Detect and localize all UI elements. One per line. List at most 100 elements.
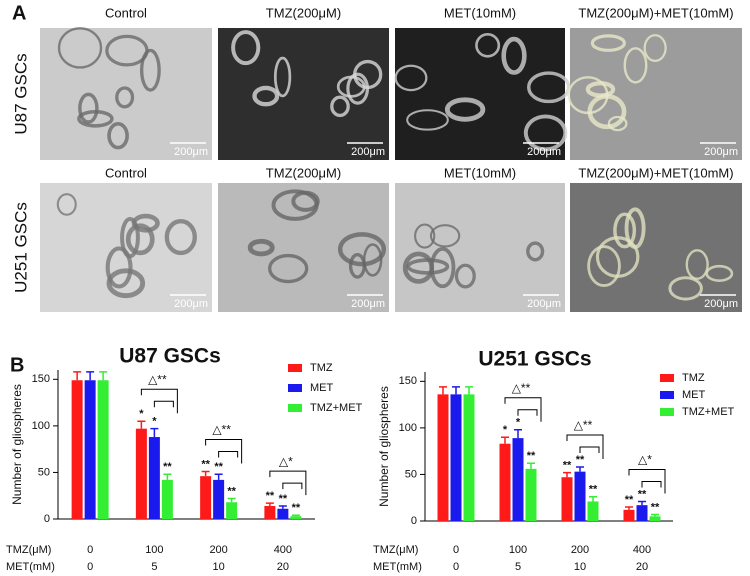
error-bar: [99, 371, 108, 381]
scale-label: 200μm: [174, 298, 208, 310]
cell-cluster: [406, 109, 449, 131]
scale-label: 200μm: [704, 298, 738, 310]
x-tick-label: 400: [274, 544, 292, 556]
cell-cluster: [643, 34, 667, 62]
legend-swatch: [660, 391, 674, 399]
cell-cluster: [362, 243, 383, 277]
cell-cluster: [587, 245, 621, 287]
bar: [561, 477, 573, 521]
error-bar: [501, 436, 509, 444]
cell-cluster: [623, 47, 648, 84]
significance: **: [201, 458, 210, 470]
bar: [450, 394, 462, 521]
legend-swatch: [288, 364, 302, 372]
bar: [135, 428, 147, 519]
y-tick-label: 50: [405, 468, 417, 480]
cell-cluster: [523, 114, 568, 152]
error-bar: [291, 514, 300, 517]
significance: **: [638, 488, 647, 500]
x-tick-label: 0: [87, 544, 93, 556]
comparison-label: △**: [212, 423, 231, 437]
legend-swatch: [660, 408, 674, 416]
error-bar: [73, 371, 82, 381]
comparison-label: △**: [512, 381, 531, 395]
cell-cluster: [705, 264, 734, 282]
legend-label: MET: [682, 389, 706, 401]
significance: **: [651, 501, 660, 513]
cell-cluster: [78, 92, 99, 124]
cell-cluster: [527, 71, 571, 104]
significance: *: [152, 416, 157, 428]
micrograph: [570, 183, 742, 312]
significance: *: [139, 408, 144, 420]
bar: [512, 438, 524, 521]
y-axis-label: Number of gliospheres: [10, 384, 24, 505]
bar: [71, 380, 83, 519]
cell-cluster: [247, 238, 275, 257]
bar: [525, 468, 537, 521]
column-title: TMZ(200μM)+MET(10mM): [578, 165, 733, 180]
x-row-label: TMZ(μM): [373, 544, 418, 556]
chart-title: U251 GSCs: [478, 348, 591, 371]
y-tick-label: 100: [32, 420, 50, 432]
bar: [161, 479, 173, 519]
cell-cluster: [252, 85, 280, 107]
micrograph: [218, 183, 389, 312]
error-bar: [527, 462, 535, 469]
bar: [84, 380, 96, 519]
bar: [499, 443, 511, 521]
bar: [264, 505, 276, 519]
error-bar: [651, 513, 659, 517]
x-tick-label: 20: [636, 561, 648, 573]
comparison-label: △**: [148, 372, 167, 386]
x-tick-label: 100: [509, 544, 527, 556]
cell-cluster: [685, 249, 709, 280]
cell-cluster: [353, 59, 383, 90]
scale-label: 200μm: [351, 146, 385, 158]
bar: [574, 471, 586, 521]
significance: **: [279, 493, 288, 505]
x-tick-label: 0: [453, 561, 459, 573]
bar: [587, 501, 599, 521]
bracket: [282, 482, 303, 490]
cell-cluster: [120, 217, 140, 259]
bar: [636, 505, 648, 521]
cell-cluster: [231, 30, 261, 66]
micrograph: [218, 28, 389, 160]
error-bar: [163, 473, 172, 480]
cell-cluster: [140, 48, 161, 92]
cell-cluster: [56, 193, 77, 216]
significance: *: [516, 417, 521, 429]
significance: **: [163, 461, 172, 473]
y-tick-label: 0: [411, 515, 417, 527]
cell-cluster: [105, 246, 133, 289]
error-bar: [638, 500, 646, 506]
error-bar: [439, 386, 447, 395]
column-title: Control: [105, 5, 147, 20]
significance: **: [625, 494, 634, 506]
cell-cluster: [273, 56, 292, 98]
x-row-label: TMZ(μM): [6, 544, 51, 556]
significance: **: [227, 485, 236, 497]
cell-cluster: [414, 223, 436, 249]
error-bar: [278, 505, 287, 509]
bar: [290, 516, 302, 519]
y-tick-label: 50: [38, 466, 50, 478]
cell-cluster: [444, 97, 486, 122]
cell-cluster: [291, 190, 320, 212]
error-bar: [86, 371, 95, 381]
y-tick-label: 150: [399, 375, 417, 387]
y-tick-label: 0: [44, 513, 50, 525]
cell-cluster: [590, 34, 626, 52]
x-tick-label: 20: [277, 561, 289, 573]
bracket: [269, 470, 307, 496]
bar: [437, 394, 449, 521]
y-tick-label: 150: [32, 373, 50, 385]
legend-label: MET: [310, 382, 334, 394]
x-tick-label: 5: [515, 561, 521, 573]
error-bar: [514, 428, 522, 439]
scale-label: 200μm: [174, 146, 208, 158]
cell-cluster: [668, 276, 703, 301]
error-bar: [563, 471, 571, 478]
row-label: U251 GSCs: [11, 202, 30, 293]
